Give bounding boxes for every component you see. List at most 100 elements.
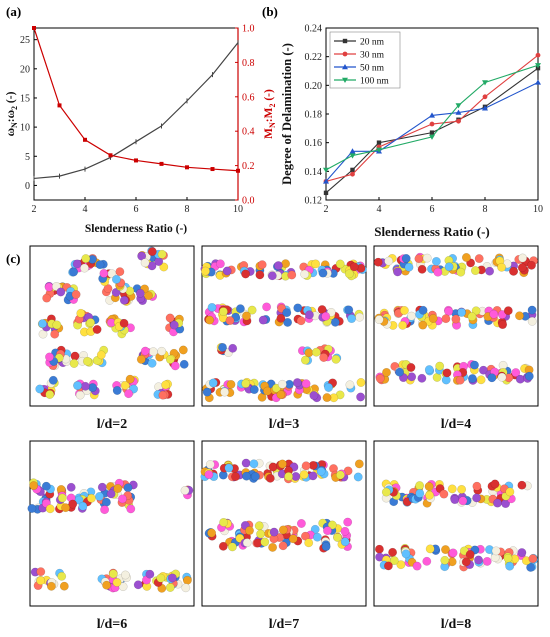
particle bbox=[354, 459, 364, 469]
particle bbox=[119, 295, 129, 305]
particle bbox=[87, 493, 96, 503]
particle bbox=[441, 314, 451, 324]
particle bbox=[505, 561, 515, 571]
snapshot-3-particles bbox=[373, 252, 538, 385]
particle bbox=[169, 320, 179, 330]
particle bbox=[356, 392, 365, 402]
particle bbox=[262, 302, 271, 312]
particle bbox=[92, 325, 102, 334]
particle bbox=[311, 259, 320, 269]
particle bbox=[489, 309, 499, 319]
particle bbox=[102, 497, 111, 507]
snapshot-6-label: l/d=8 bbox=[441, 617, 472, 632]
particle bbox=[207, 302, 217, 312]
particle bbox=[273, 261, 283, 270]
chart-b-xtick-label: 6 bbox=[430, 204, 435, 215]
particle bbox=[137, 251, 147, 261]
particle bbox=[447, 484, 457, 494]
chart-b-point bbox=[535, 63, 541, 69]
particle bbox=[276, 313, 286, 323]
particle bbox=[461, 253, 471, 262]
chart-b-point bbox=[376, 140, 382, 145]
particle bbox=[112, 274, 121, 284]
particle bbox=[45, 504, 55, 514]
particle bbox=[81, 254, 91, 264]
snapshot-4-particles bbox=[27, 478, 194, 593]
particle bbox=[300, 355, 310, 365]
particle bbox=[322, 393, 332, 402]
particle bbox=[218, 307, 228, 316]
particle bbox=[417, 373, 427, 383]
particle bbox=[381, 487, 391, 497]
particle bbox=[515, 374, 525, 384]
chart-a-xtick-label: 10 bbox=[233, 204, 243, 215]
particle bbox=[389, 556, 399, 565]
chart-b-xtick-label: 8 bbox=[483, 204, 488, 215]
particle bbox=[335, 470, 345, 480]
particle bbox=[415, 488, 425, 498]
particle bbox=[471, 306, 481, 316]
particle bbox=[254, 521, 264, 531]
particle bbox=[72, 259, 82, 269]
particle bbox=[277, 459, 287, 469]
particle bbox=[112, 578, 122, 587]
snapshot-5-particles bbox=[200, 458, 364, 553]
particle bbox=[78, 501, 88, 511]
particle bbox=[407, 311, 416, 321]
particle bbox=[433, 267, 443, 277]
particle bbox=[467, 374, 477, 383]
particle bbox=[249, 459, 259, 469]
chart-a-point bbox=[83, 137, 87, 142]
chart-b-legend: 20 nm 30 nm 50 nm 100 nm bbox=[329, 31, 401, 89]
particle bbox=[44, 282, 54, 292]
particle bbox=[299, 470, 309, 480]
particle bbox=[241, 379, 251, 388]
particle bbox=[99, 268, 109, 278]
particle bbox=[224, 463, 234, 473]
chart-a-point bbox=[236, 168, 240, 173]
particle bbox=[282, 308, 292, 318]
particle bbox=[301, 461, 311, 471]
particle bbox=[123, 483, 133, 493]
particle bbox=[353, 472, 363, 482]
particle bbox=[340, 526, 350, 536]
particle bbox=[344, 269, 354, 279]
particle bbox=[96, 350, 106, 360]
particle bbox=[126, 504, 136, 514]
particle bbox=[424, 365, 434, 374]
particle bbox=[265, 473, 275, 483]
chart-b-xlabel: Slenderness Ratio (-) bbox=[374, 224, 490, 239]
particle bbox=[50, 329, 60, 339]
particle bbox=[396, 560, 406, 570]
chart-a-ytick-right-label: 0.4 bbox=[242, 127, 255, 138]
particle bbox=[300, 269, 310, 279]
particle bbox=[205, 315, 215, 325]
snapshot-grid: l/d=2 l/d=3 l/d=4 l/d=6 l/d=7 l/d=8 bbox=[27, 245, 539, 632]
particle bbox=[278, 525, 288, 535]
particle bbox=[293, 303, 303, 313]
particle bbox=[465, 550, 475, 559]
particle bbox=[497, 310, 507, 319]
particle bbox=[440, 555, 450, 565]
particle bbox=[425, 490, 434, 500]
particle bbox=[284, 472, 293, 481]
chart-a-series-line bbox=[33, 27, 239, 172]
chart-b: 2 4 6 8 10 0.12 0.14 0.16 0.18 0.20 0.22 0.24 Slend… bbox=[280, 24, 543, 240]
particle bbox=[493, 498, 502, 508]
particle bbox=[331, 354, 341, 364]
particle bbox=[356, 378, 366, 387]
particle bbox=[207, 528, 217, 538]
chart-b-point bbox=[323, 178, 329, 184]
particle bbox=[97, 482, 107, 492]
chart-a-ytick-left-label: 5 bbox=[25, 152, 30, 163]
legend-marker bbox=[342, 38, 348, 44]
chart-b-point bbox=[350, 171, 355, 177]
particle bbox=[304, 310, 314, 320]
particle bbox=[528, 554, 538, 564]
particle bbox=[140, 346, 150, 356]
particle bbox=[304, 538, 314, 548]
snapshot-6-frame bbox=[373, 440, 539, 607]
particle bbox=[80, 263, 89, 273]
particle bbox=[205, 460, 215, 469]
snapshot-4-label: l/d=6 bbox=[97, 617, 128, 632]
